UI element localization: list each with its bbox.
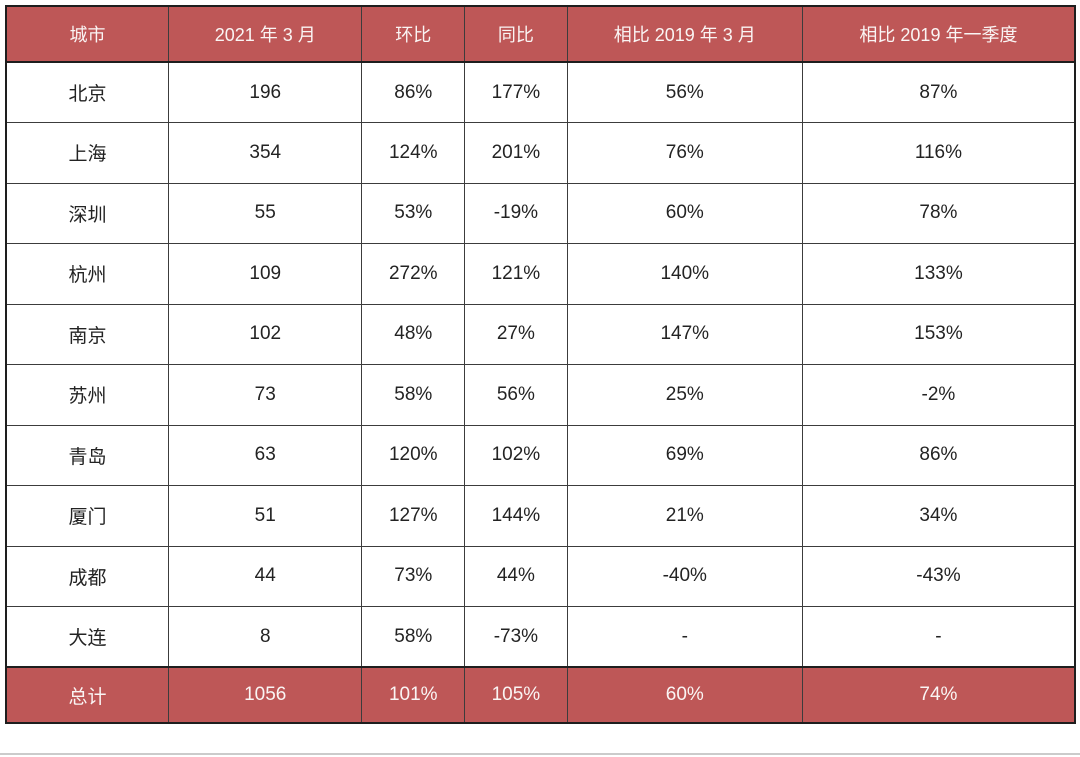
table-cell: 27% [464,303,568,365]
header-cell-yoy: 同比 [464,5,568,63]
table-cell: 102% [464,424,568,486]
table-cell: 21% [566,485,803,547]
table-row: 苏州 73 58% 56% 25% -2% [5,364,1076,426]
table-row: 青岛 63 120% 102% 69% 86% [5,424,1076,486]
table-cell: -43% [801,545,1076,607]
table-row: 上海 354 124% 201% 76% 116% [5,122,1076,184]
table-cell: 51 [167,485,363,547]
table-cell: 86% [801,424,1076,486]
table-cell: 69% [566,424,803,486]
table-cell: 53% [361,182,466,244]
table-cell: 153% [801,303,1076,365]
table-cell: 北京 [5,61,169,123]
table-row: 大连 8 58% -73% - - [5,606,1076,668]
table-cell: -73% [464,606,568,668]
header-cell-mom: 环比 [361,5,466,63]
table-cell: 86% [361,61,466,123]
table-cell: 44% [464,545,568,607]
total-cell: 101% [361,666,466,724]
table-row: 成都 44 73% 44% -40% -43% [5,545,1076,607]
table-cell: 354 [167,122,363,184]
table-cell: 133% [801,243,1076,305]
table-cell: -40% [566,545,803,607]
table-cell: 73 [167,364,363,426]
table-cell: 44 [167,545,363,607]
table-cell: 78% [801,182,1076,244]
table-cell: 56% [464,364,568,426]
total-cell: 74% [801,666,1076,724]
table-cell: 177% [464,61,568,123]
table-cell: 76% [566,122,803,184]
header-cell-vs-2019-march: 相比 2019 年 3 月 [566,5,803,63]
header-cell-city: 城市 [5,5,169,63]
table-cell: 140% [566,243,803,305]
table-cell: 58% [361,606,466,668]
table-cell: 56% [566,61,803,123]
table-row: 深圳 55 53% -19% 60% 78% [5,182,1076,244]
total-row: 总计 1056 101% 105% 60% 74% [5,666,1076,724]
table-cell: 南京 [5,303,169,365]
table-cell: 深圳 [5,182,169,244]
table-cell: -2% [801,364,1076,426]
table-row: 北京 196 86% 177% 56% 87% [5,61,1076,123]
table-cell: 55 [167,182,363,244]
table-cell: 116% [801,122,1076,184]
table-cell: 青岛 [5,424,169,486]
table-cell: 成都 [5,545,169,607]
table-cell: 上海 [5,122,169,184]
total-cell: 总计 [5,666,169,724]
table-cell: 34% [801,485,1076,547]
table-cell: 大连 [5,606,169,668]
city-stats-table: 城市 2021 年 3 月 环比 同比 相比 2019 年 3 月 相比 201… [5,5,1076,724]
table-cell: 144% [464,485,568,547]
table-row: 南京 102 48% 27% 147% 153% [5,303,1076,365]
table-cell: 272% [361,243,466,305]
total-cell: 105% [464,666,568,724]
table-cell: 苏州 [5,364,169,426]
table-cell: -19% [464,182,568,244]
table-cell: 196 [167,61,363,123]
table-cell: 124% [361,122,466,184]
table-cell: 121% [464,243,568,305]
table-cell: 60% [566,182,803,244]
table-cell: 8 [167,606,363,668]
table-cell: 25% [566,364,803,426]
header-cell-march-2021: 2021 年 3 月 [167,5,363,63]
bottom-divider [0,753,1080,755]
table-cell: 87% [801,61,1076,123]
total-cell: 60% [566,666,803,724]
table-row: 厦门 51 127% 144% 21% 34% [5,485,1076,547]
table-cell: 63 [167,424,363,486]
table-cell: - [801,606,1076,668]
table-cell: 127% [361,485,466,547]
header-cell-vs-2019-q1: 相比 2019 年一季度 [801,5,1076,63]
table-cell: 109 [167,243,363,305]
table-cell: 48% [361,303,466,365]
table-cell: 73% [361,545,466,607]
table-cell: 201% [464,122,568,184]
table-row: 杭州 109 272% 121% 140% 133% [5,243,1076,305]
table-cell: 147% [566,303,803,365]
table-cell: - [566,606,803,668]
total-cell: 1056 [167,666,363,724]
table-cell: 58% [361,364,466,426]
table-cell: 102 [167,303,363,365]
table-cell: 杭州 [5,243,169,305]
header-row: 城市 2021 年 3 月 环比 同比 相比 2019 年 3 月 相比 201… [5,5,1076,63]
table-cell: 120% [361,424,466,486]
table-cell: 厦门 [5,485,169,547]
